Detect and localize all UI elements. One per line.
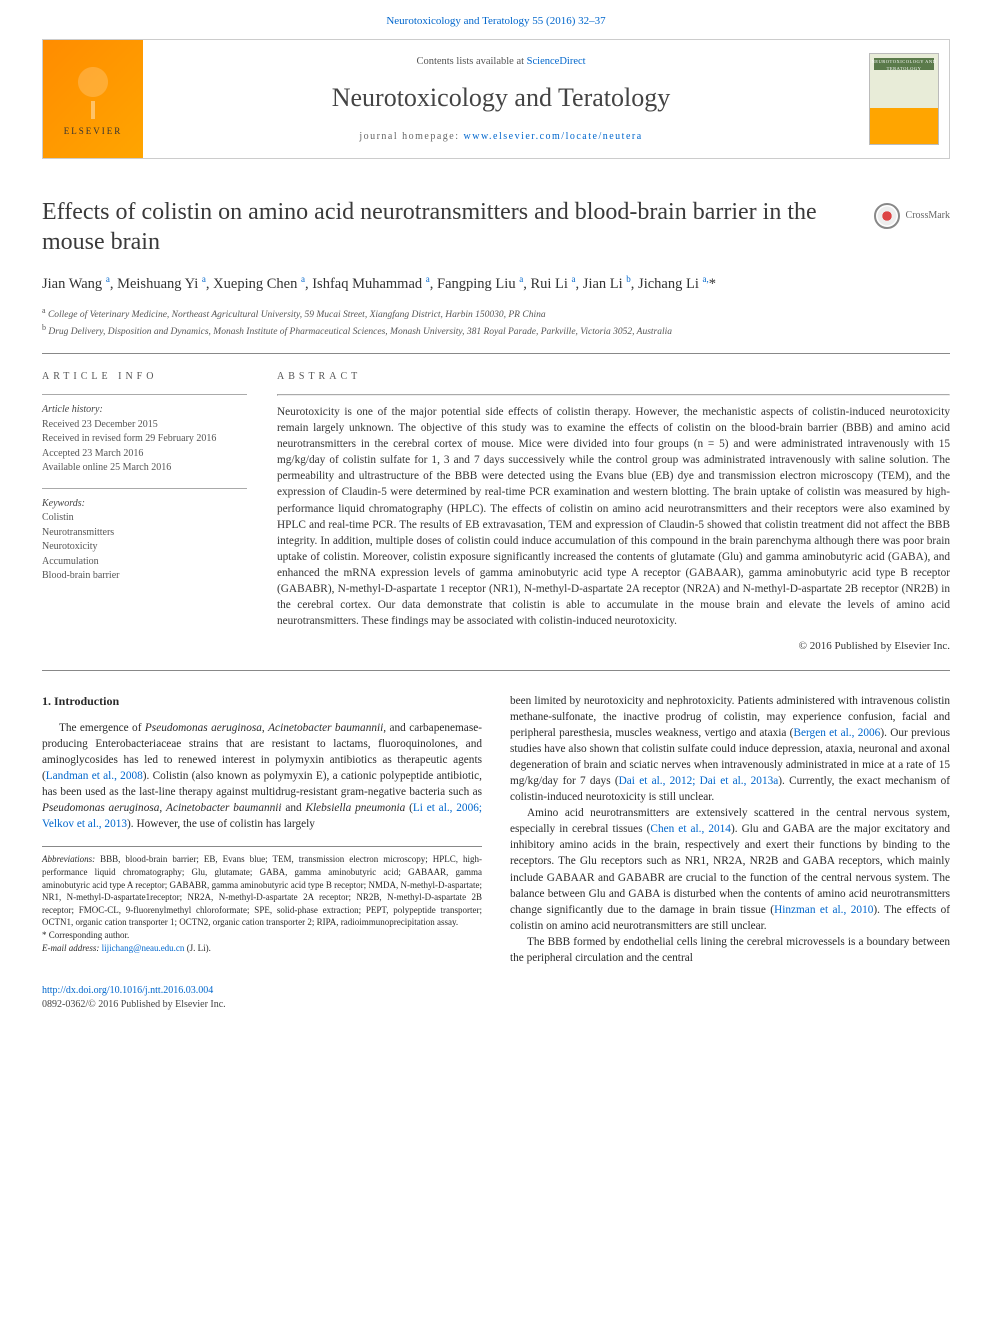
affiliation-b: b Drug Delivery, Disposition and Dynamic… (42, 322, 950, 339)
email-line: E-mail address: lijichang@neau.edu.cn (J… (42, 942, 482, 955)
article-title: Effects of colistin on amino acid neurot… (42, 197, 854, 257)
issn-line: 0892-0362/© 2016 Published by Elsevier I… (42, 998, 950, 1012)
abstract-text: Neurotoxicity is one of the major potent… (277, 404, 950, 628)
abstract-heading: abstract (277, 370, 950, 384)
cite-bergen[interactable]: Bergen et al., 2006 (793, 727, 880, 739)
cite-hinzman[interactable]: Hinzman et al., 2010 (774, 904, 873, 916)
article-info-column: article info Article history: Received 2… (42, 370, 247, 654)
abstract-column: abstract Neurotoxicity is one of the maj… (277, 370, 950, 654)
article-history: Article history: Received 23 December 20… (42, 403, 247, 476)
intro-heading: 1. Introduction (42, 693, 482, 710)
journal-cover: NEUROTOXICOLOGY AND TERATOLOGY (859, 40, 949, 158)
affiliation-a: a College of Veterinary Medicine, Northe… (42, 305, 950, 322)
crossmark-icon (874, 203, 900, 229)
abbreviations: Abbreviations: BBB, blood-brain barrier;… (42, 853, 482, 929)
article-body: 1. Introduction The emergence of Pseudom… (0, 671, 992, 966)
article-info-heading: article info (42, 370, 247, 384)
journal-name: Neurotoxicology and Teratology (332, 80, 671, 116)
intro-p4: The BBB formed by endothelial cells lini… (510, 934, 950, 966)
header-center: Contents lists available at ScienceDirec… (143, 40, 859, 158)
elsevier-label: ELSEVIER (64, 125, 123, 138)
journal-header: ELSEVIER Contents lists available at Sci… (42, 39, 950, 159)
authors-line: Jian Wang a, Meishuang Yi a, Xueping Che… (42, 273, 950, 294)
corresponding-author: * Corresponding author. (42, 929, 482, 942)
intro-p3: Amino acid neurotransmitters are extensi… (510, 805, 950, 933)
elsevier-tree-icon (63, 61, 123, 121)
intro-p1: The emergence of Pseudomonas aeruginosa,… (42, 720, 482, 832)
cite-chen[interactable]: Chen et al., 2014 (650, 823, 731, 835)
crossmark-label: CrossMark (906, 209, 950, 223)
doi-link[interactable]: http://dx.doi.org/10.1016/j.ntt.2016.03.… (42, 985, 213, 996)
cite-dai[interactable]: Dai et al., 2012; Dai et al., 2013a (619, 775, 779, 787)
top-citation-link[interactable]: Neurotoxicology and Teratology 55 (2016)… (386, 15, 605, 27)
top-citation: Neurotoxicology and Teratology 55 (2016)… (0, 0, 992, 39)
elsevier-logo: ELSEVIER (43, 40, 143, 158)
affiliations: a College of Veterinary Medicine, Northe… (42, 305, 950, 340)
homepage-line: journal homepage: www.elsevier.com/locat… (359, 130, 642, 144)
page-footer: http://dx.doi.org/10.1016/j.ntt.2016.03.… (0, 966, 992, 1036)
article-front: Effects of colistin on amino acid neurot… (0, 159, 992, 654)
homepage-link[interactable]: www.elsevier.com/locate/neutera (464, 131, 643, 142)
cover-thumbnail: NEUROTOXICOLOGY AND TERATOLOGY (869, 53, 939, 145)
crossmark-widget[interactable]: CrossMark (874, 203, 950, 229)
intro-p2: been limited by neurotoxicity and nephro… (510, 693, 950, 805)
abstract-copyright: © 2016 Published by Elsevier Inc. (277, 639, 950, 654)
footnotes: Abbreviations: BBB, blood-brain barrier;… (42, 846, 482, 954)
keywords-block: Keywords: Colistin Neurotransmitters Neu… (42, 497, 247, 584)
corr-email[interactable]: lijichang@neau.edu.cn (102, 943, 185, 953)
divider (42, 353, 950, 354)
cite-landman[interactable]: Landman et al., 2008 (46, 770, 143, 782)
sciencedirect-link[interactable]: ScienceDirect (527, 56, 586, 67)
contents-line: Contents lists available at ScienceDirec… (416, 55, 585, 70)
